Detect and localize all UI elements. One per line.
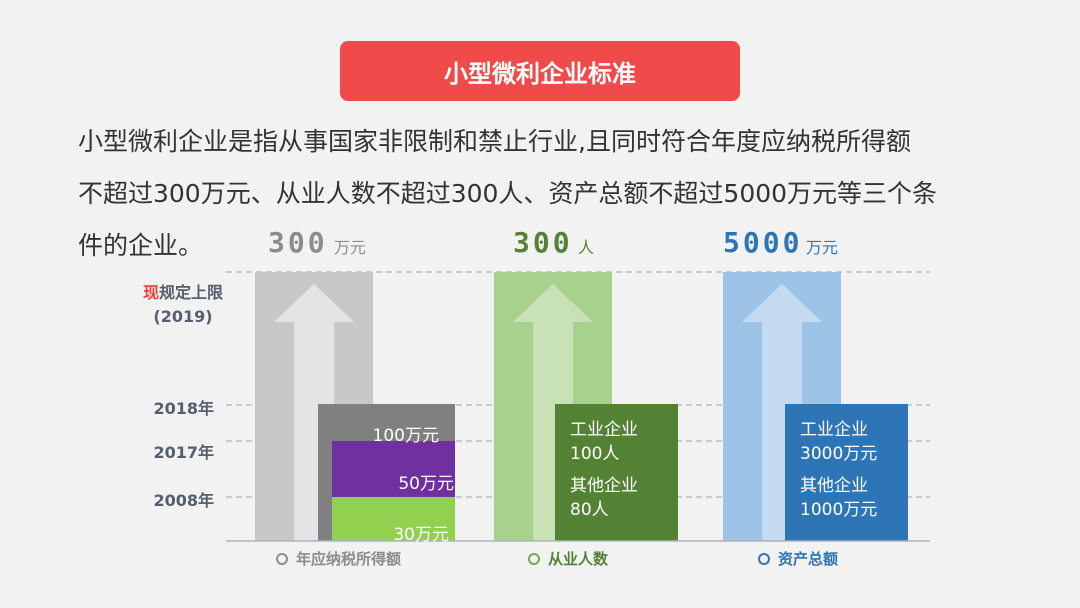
box-assets-history [785, 404, 908, 541]
circle-icon [758, 552, 770, 565]
box-employees-history [555, 404, 678, 541]
circle-icon [528, 552, 540, 565]
legend-income: 年应纳税所得额 [276, 548, 401, 569]
assets-limit-unit: 万元 [806, 238, 839, 257]
intro-paragraph: 小型微利企业是指从事国家非限制和禁止行业,且同时符合年度应纳税所得额 不超过30… [78, 116, 1018, 272]
employees-history-text: 工业企业 100人 其他企业 80人 [570, 420, 638, 520]
employees-limit-value: 300 [513, 226, 573, 259]
income-2008-label: 30万元 [393, 525, 449, 545]
current-limit-label: 现规定上限 (2019) [142, 283, 224, 326]
year-label-2017: 2017年 [153, 443, 214, 462]
year-label-2008: 2008年 [153, 491, 214, 510]
income-2017-label: 50万元 [398, 474, 454, 494]
circle-icon [276, 552, 288, 565]
assets-limit-value: 5000 [723, 226, 803, 259]
intro-line-1: 小型微利企业是指从事国家非限制和禁止行业,且同时符合年度应纳税所得额 [78, 127, 911, 156]
income-limit-value: 300 [268, 226, 328, 259]
legend-employees: 从业人数 [528, 548, 608, 569]
page-title: 小型微利企业标准 [444, 59, 636, 88]
income-2018-label: 100万元 [372, 426, 439, 446]
year-label-2018: 2018年 [153, 399, 214, 418]
employees-limit-unit: 人 [578, 238, 595, 257]
intro-line-2: 不超过300万元、从业人数不超过300人、资产总额不超过5000万元等三个条 [78, 179, 938, 208]
income-limit-unit: 万元 [334, 238, 367, 257]
title-banner: 小型微利企业标准 [340, 41, 740, 101]
intro-line-3: 件的企业。 [78, 231, 204, 260]
segment-income-2008 [332, 497, 455, 541]
legend-assets: 资产总额 [758, 548, 838, 569]
assets-history-text: 工业企业 3000万元 其他企业 1000万元 [800, 420, 878, 520]
